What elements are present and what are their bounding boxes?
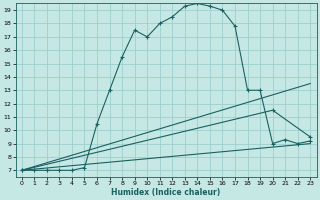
X-axis label: Humidex (Indice chaleur): Humidex (Indice chaleur): [111, 188, 221, 197]
